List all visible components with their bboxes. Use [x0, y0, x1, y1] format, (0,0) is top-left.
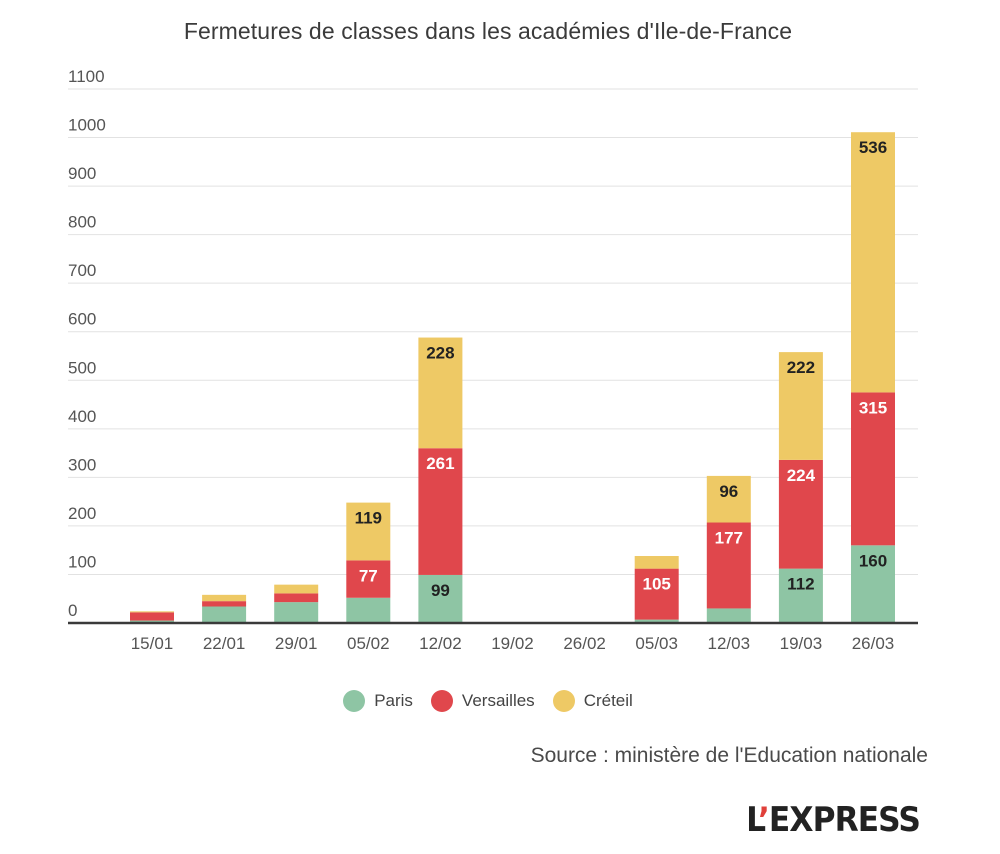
legend-item: Créteil — [552, 690, 633, 712]
y-tick-label: 400 — [68, 407, 96, 426]
bar-segment-versailles — [634, 568, 679, 620]
x-tick-label: 05/03 — [635, 634, 678, 653]
bar-segment-versailles — [274, 593, 319, 603]
data-label: 224 — [787, 466, 816, 485]
y-tick-label: 600 — [68, 310, 96, 329]
data-labels: 77 119 99 261 228 105 177 96 112 224 222 160 315 536 — [355, 138, 888, 600]
bar-segment-versailles — [202, 601, 247, 607]
bar-segment-versailles — [346, 560, 391, 598]
bar-segment-creteil — [778, 352, 823, 460]
logo-suffix: EXPRESS — [768, 800, 921, 840]
bar-segment-paris — [634, 619, 679, 623]
x-tick-label: 12/02 — [419, 634, 462, 653]
bar-segment-versailles — [130, 612, 174, 621]
data-label: 77 — [359, 566, 378, 585]
bar-segment-versailles — [851, 392, 895, 546]
x-tick-label: 29/01 — [275, 634, 318, 653]
y-tick-label: 700 — [68, 261, 96, 280]
data-label: 119 — [355, 509, 382, 528]
data-label: 261 — [426, 454, 454, 473]
bar-segment-paris — [706, 608, 751, 623]
legend-item: Versailles — [430, 690, 535, 712]
y-axis-ticks: 0 100 200 300 400 500 600 700 800 900 1000 1100 — [68, 67, 106, 620]
x-tick-label: 15/01 — [131, 634, 174, 653]
bar-segment-paris — [778, 568, 823, 623]
data-label: 315 — [859, 398, 887, 417]
legend-item: Paris — [343, 690, 413, 712]
legend: Paris Versailles Créteil — [0, 690, 976, 712]
x-axis-ticks: 15/01 22/01 29/01 05/02 12/02 19/02 26/02 05/03… — [131, 634, 895, 653]
bars — [130, 132, 895, 623]
bar-segment-paris — [274, 602, 319, 623]
bar-segment-creteil — [634, 556, 679, 569]
x-tick-label: 26/03 — [852, 634, 895, 653]
x-tick-label: 26/02 — [563, 634, 606, 653]
chart-title: Fermetures de classes dans les académies… — [183, 18, 793, 44]
x-tick-label: 22/01 — [203, 634, 246, 653]
legend-swatch-icon — [552, 690, 575, 712]
y-tick-label: 500 — [68, 358, 96, 377]
y-tick-label: 200 — [68, 504, 96, 523]
data-label: 99 — [431, 581, 450, 600]
bar-segment-creteil — [706, 475, 751, 523]
bar-segment-creteil — [851, 132, 895, 393]
lexpress-logo: L’EXPRESS — [746, 800, 921, 840]
x-tick-label: 19/03 — [780, 634, 823, 653]
logo-apostrophe: ’ — [757, 800, 770, 840]
y-tick-label: 300 — [68, 455, 96, 474]
data-label: 228 — [426, 344, 454, 363]
bar-segment-creteil — [418, 337, 463, 449]
bar-segment-creteil — [202, 594, 247, 602]
data-label: 105 — [643, 575, 671, 594]
bar-segment-versailles — [778, 459, 823, 569]
legend-swatch-icon — [343, 690, 366, 712]
data-label: 177 — [715, 529, 743, 548]
data-label: 96 — [719, 482, 738, 501]
bar-segment-paris — [346, 597, 391, 623]
bar-segment-versailles — [418, 448, 463, 575]
y-tick-label: 800 — [68, 213, 96, 232]
logo-prefix: L — [746, 800, 759, 840]
legend-label: Paris — [374, 691, 413, 710]
y-tick-label: 1100 — [68, 67, 105, 86]
data-label: 112 — [787, 575, 814, 594]
bar-segment-creteil — [346, 502, 391, 561]
y-tick-label: 100 — [68, 552, 96, 571]
data-label: 536 — [859, 138, 887, 157]
data-label: 222 — [787, 358, 815, 377]
legend-label: Créteil — [583, 691, 633, 710]
y-tick-label: 900 — [68, 164, 96, 183]
bar-segment-paris — [851, 545, 895, 623]
bar-segment-versailles — [706, 522, 751, 609]
x-tick-label: 19/02 — [491, 634, 534, 653]
y-tick-label: 1000 — [68, 116, 106, 135]
legend-label: Versailles — [461, 691, 535, 710]
bar-segment-creteil — [274, 584, 319, 594]
gridlines — [68, 88, 918, 575]
chart-plot: 0 100 200 300 400 500 600 700 800 900 1000 1100 77 1… — [68, 67, 918, 653]
source-note: Source : ministère de l'Education nation… — [530, 744, 928, 767]
y-tick-label: 0 — [68, 601, 77, 620]
bar-segment-paris — [418, 574, 463, 623]
bar-segment-creteil — [130, 611, 174, 613]
x-tick-label: 05/02 — [347, 634, 390, 653]
legend-swatch-icon — [430, 690, 453, 712]
data-label: 160 — [859, 551, 887, 570]
bar-segment-paris — [202, 606, 247, 623]
x-tick-label: 12/03 — [708, 634, 751, 653]
